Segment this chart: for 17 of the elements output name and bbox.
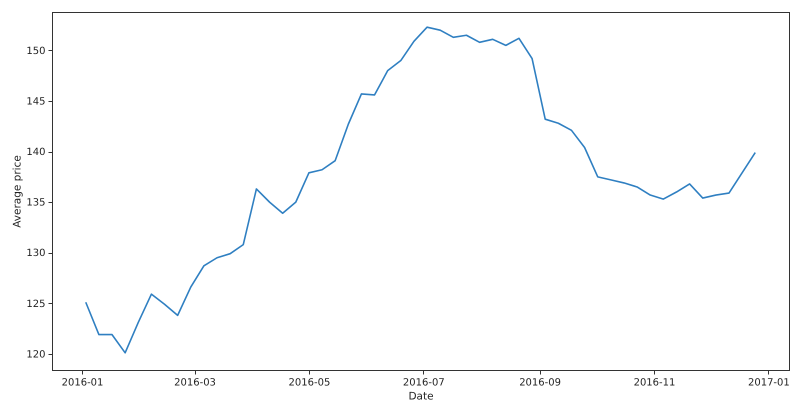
y-tick-label: 135 [26,198,46,209]
x-tick-label: 2016-05 [288,378,330,388]
y-tick-label: 125 [26,298,46,310]
x-tick-label: 2016-03 [174,378,216,388]
x-tick-label: 2016-11 [634,378,676,388]
x-tick-label: 2016-09 [519,378,561,388]
y-tick-label: 140 [26,147,46,158]
y-tick-label: 150 [26,46,46,57]
x-tick-label: 2016-01 [62,378,104,388]
y-axis-title: Average price [11,155,24,228]
y-tick-label: 145 [26,96,46,108]
x-tick-label: 2016-07 [402,378,445,388]
line-series [84,26,756,354]
x-axis-title: Date [408,390,434,402]
y-tick-label: 130 [26,248,46,260]
x-tick-label: 2017-01 [748,378,790,388]
y-tick-label: 120 [26,349,46,360]
